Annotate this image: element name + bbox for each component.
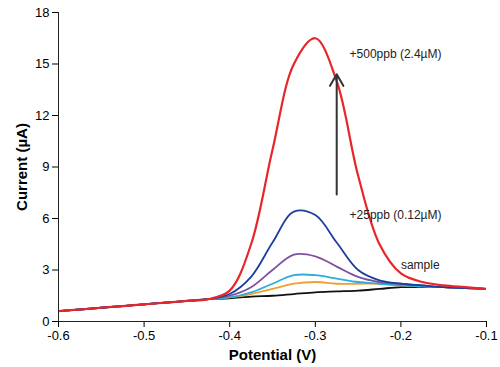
svg-text:-0.2: -0.2 (390, 328, 412, 343)
svg-text:-0.1: -0.1 (475, 328, 497, 343)
svg-text:12: 12 (35, 108, 49, 123)
svg-text:Current (µA): Current (µA) (13, 123, 30, 211)
svg-text:+500ppb (2.4µM): +500ppb (2.4µM) (350, 47, 442, 61)
svg-text:9: 9 (42, 159, 49, 174)
svg-text:-0.4: -0.4 (218, 328, 240, 343)
svg-text:sample: sample (401, 258, 440, 272)
svg-text:-0.5: -0.5 (133, 328, 155, 343)
svg-text:6: 6 (42, 211, 49, 226)
svg-text:18: 18 (35, 5, 49, 20)
svg-text:3: 3 (42, 262, 49, 277)
svg-text:15: 15 (35, 56, 49, 71)
svg-text:-0.6: -0.6 (47, 328, 69, 343)
svg-text:-0.3: -0.3 (304, 328, 326, 343)
svg-text:Potential (V): Potential (V) (229, 346, 317, 363)
svg-text:0: 0 (42, 314, 49, 329)
svg-text:+25ppb (0.12µM): +25ppb (0.12µM) (350, 208, 442, 222)
